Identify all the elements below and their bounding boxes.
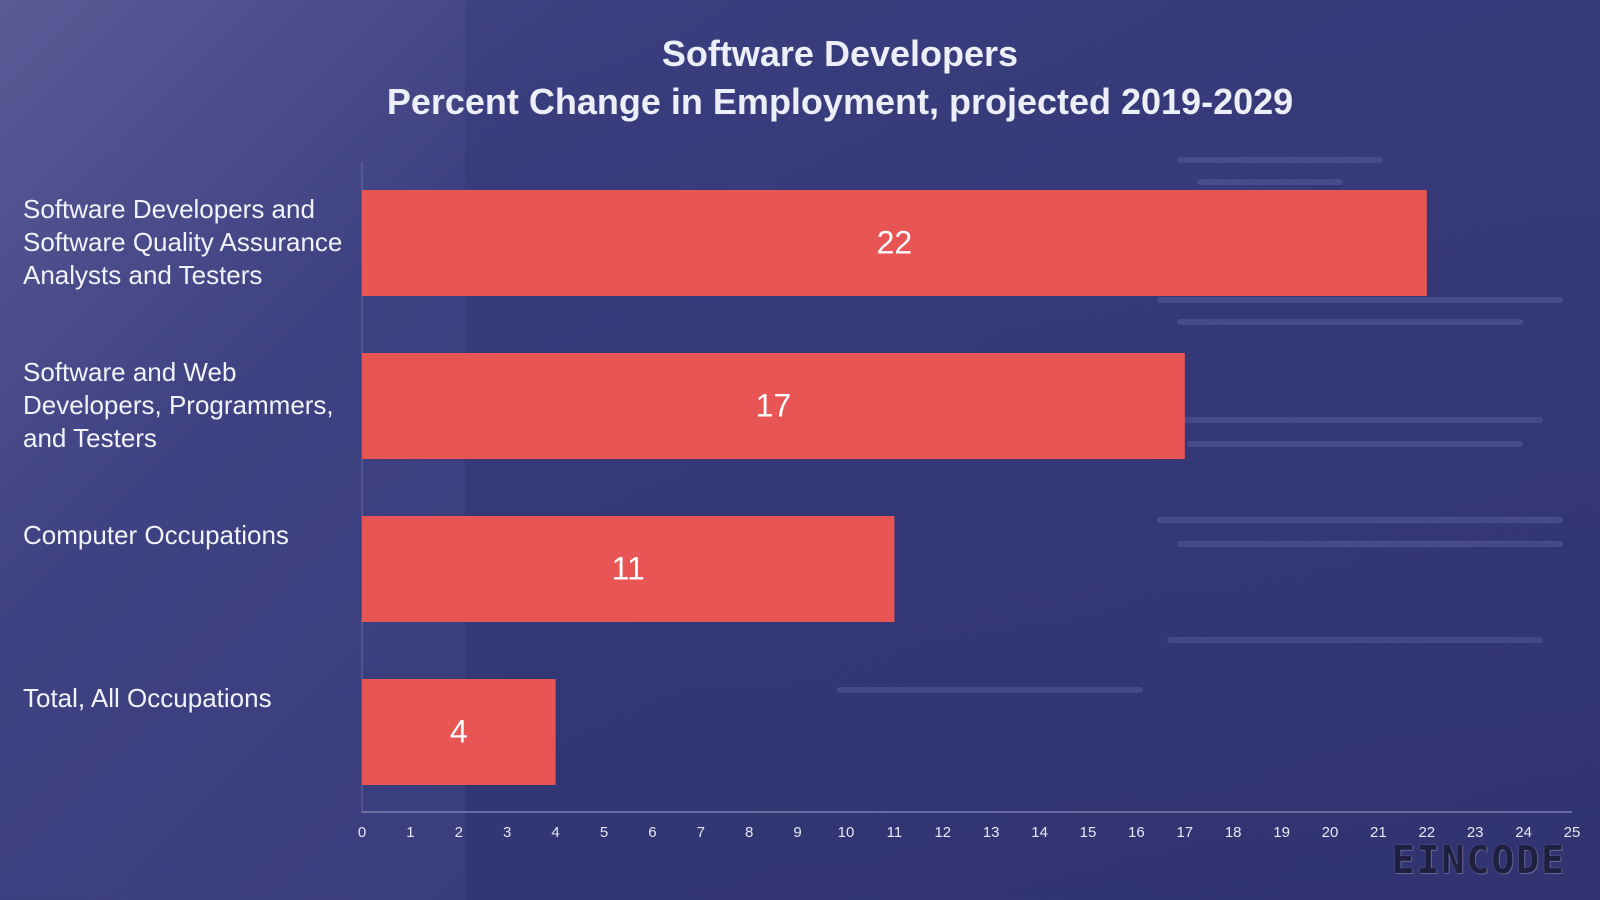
x-tick-label: 22 — [1418, 824, 1435, 841]
x-tick-label: 16 — [1128, 824, 1145, 841]
x-tick-label: 20 — [1322, 824, 1339, 841]
bar-data-label: 22 — [877, 224, 913, 260]
x-tick-label: 1 — [406, 824, 414, 841]
x-tick-label: 11 — [887, 824, 903, 841]
x-tick-label: 19 — [1273, 824, 1290, 841]
bar — [362, 190, 1427, 296]
x-tick-label: 15 — [1080, 824, 1097, 841]
x-tick-label: 6 — [648, 824, 656, 841]
bar — [362, 679, 556, 785]
x-tick-label: 10 — [838, 824, 855, 841]
category-label: Software and Web Developers, Programmers,… — [23, 357, 334, 453]
bar-data-label: 17 — [756, 387, 792, 423]
chart-subtitle: Percent Change in Employment, projected … — [386, 81, 1294, 122]
eincode-logo: EINCODE — [1391, 838, 1566, 882]
x-tick-label: 3 — [503, 824, 511, 841]
x-tick-label: 9 — [793, 824, 801, 841]
chart-title: Software Developers — [661, 33, 1019, 74]
bar-data-label: 11 — [612, 550, 645, 586]
x-tick-label: 13 — [983, 824, 1000, 841]
x-tick-label: 7 — [697, 824, 705, 841]
x-tick-label: 18 — [1225, 824, 1242, 841]
category-label: Software Developers and Software Quality … — [23, 194, 342, 290]
x-tick-label: 4 — [551, 824, 559, 841]
x-tick-label: 23 — [1467, 824, 1484, 841]
chart-title-block: Software Developers Percent Change in Em… — [0, 30, 1600, 126]
x-tick-label: 24 — [1515, 824, 1532, 841]
x-tick-label: 17 — [1176, 824, 1193, 841]
x-tick-label: 5 — [600, 824, 608, 841]
category-label: Computer Occupations — [23, 520, 289, 550]
x-tick-label: 21 — [1370, 824, 1387, 841]
category-label: Total, All Occupations — [23, 683, 272, 713]
x-tick-label: 0 — [358, 824, 366, 841]
x-tick-label: 12 — [934, 824, 951, 841]
bar — [362, 353, 1185, 459]
x-tick-label: 8 — [745, 824, 753, 841]
x-tick-label: 25 — [1564, 824, 1581, 841]
bar — [362, 516, 895, 622]
x-tick-label: 2 — [455, 824, 463, 841]
bar-data-label: 4 — [450, 713, 468, 749]
x-tick-label: 14 — [1031, 824, 1048, 841]
